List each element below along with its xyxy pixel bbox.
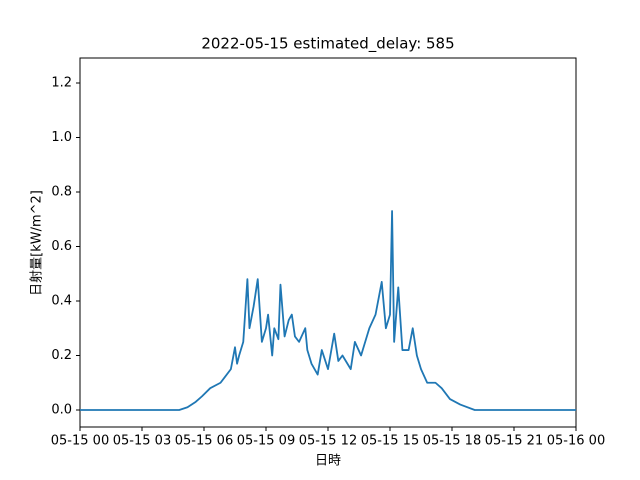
x-axis-label: 日時 (315, 454, 341, 469)
plot-frame (79, 57, 577, 428)
x-tick-label: 05-15 21 (485, 434, 543, 449)
y-tick-label: 0.6 (51, 239, 72, 254)
y-tick-label: 1.2 (51, 75, 72, 90)
y-tick-label: 1.0 (51, 130, 72, 145)
y-axis-label: 日射量[kW/m^2] (29, 190, 45, 296)
y-tick-label: 0.4 (51, 293, 72, 308)
x-tick-label: 05-15 00 (51, 434, 109, 449)
y-tick-label: 0.0 (51, 402, 72, 417)
x-tick-label: 05-15 18 (423, 434, 481, 449)
x-tick-label: 05-15 15 (361, 434, 419, 449)
y-tick-label: 0.8 (51, 184, 72, 199)
line-series (80, 210, 576, 411)
chart-title: 2022-05-15 estimated_delay: 585 (201, 35, 454, 54)
x-tick-label: 05-15 06 (175, 434, 233, 449)
y-tick-label: 0.2 (51, 348, 72, 363)
x-tick-label: 05-15 09 (237, 434, 295, 449)
x-tick-label: 05-16 00 (547, 434, 605, 449)
x-tick-label: 05-15 12 (299, 434, 357, 449)
x-tick-label: 05-15 03 (113, 434, 171, 449)
